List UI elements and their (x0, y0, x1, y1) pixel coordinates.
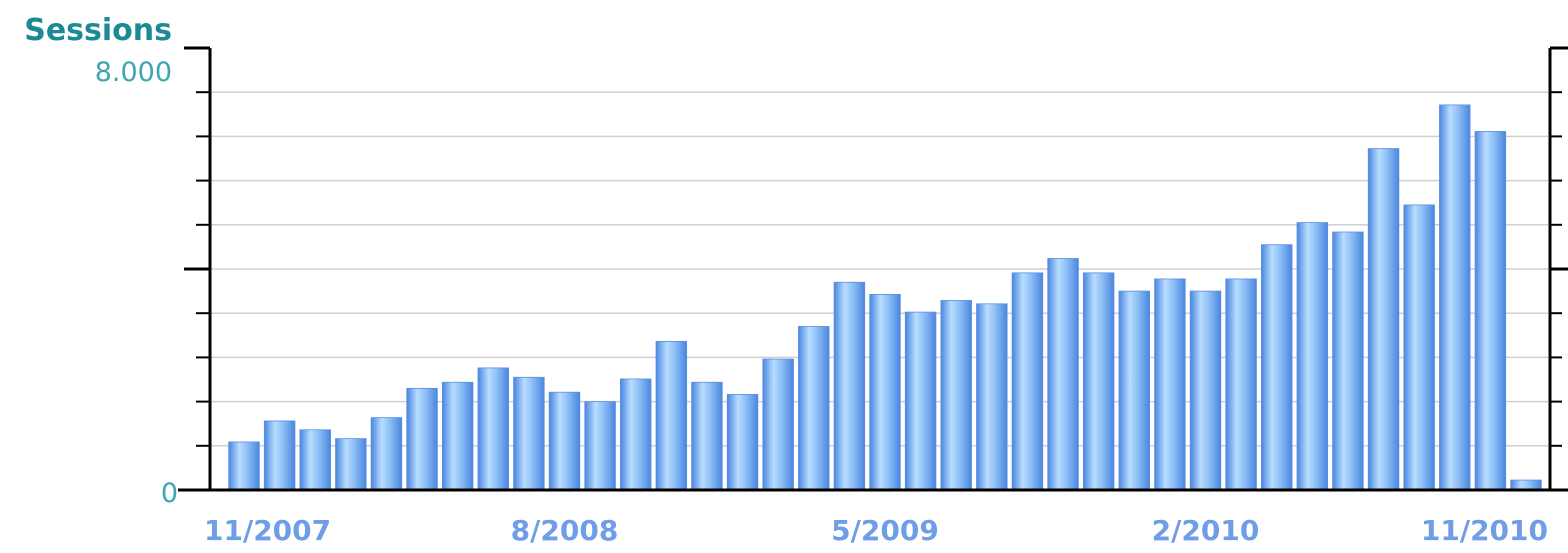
bar (1011, 272, 1044, 491)
bar (691, 381, 723, 491)
bar (1225, 278, 1257, 491)
bar (441, 381, 474, 491)
bar (762, 358, 794, 491)
bar (1154, 278, 1186, 491)
bar (1332, 231, 1364, 491)
bar (869, 294, 901, 491)
bar (1261, 244, 1293, 491)
bar (1189, 290, 1222, 491)
bar (1082, 272, 1115, 491)
y-axis-label: Sessions (24, 13, 172, 48)
y-tick-label-max: 8.000 (95, 57, 172, 88)
x-tick-labels: 11/2007 8/2008 5/2009 2/2010 11/2010 (204, 514, 1548, 547)
x-tick-label: 5/2009 (831, 514, 939, 547)
axes (178, 46, 1568, 492)
bar (940, 300, 972, 491)
x-tick-label: 11/2007 (204, 514, 331, 547)
bar (1474, 131, 1507, 491)
bar (1118, 290, 1150, 491)
bar (1296, 222, 1329, 491)
bar (548, 391, 581, 491)
bar (263, 420, 296, 491)
bar (620, 378, 652, 491)
y-tick-label-zero: 0 (161, 478, 178, 509)
bar (1403, 204, 1435, 491)
bar (477, 367, 509, 491)
bar (513, 376, 545, 491)
bar (335, 438, 367, 491)
bar (976, 303, 1008, 491)
bar (726, 394, 759, 491)
bar (833, 281, 866, 491)
x-tick-label: 8/2008 (511, 514, 619, 547)
x-tick-label: 11/2010 (1421, 514, 1548, 547)
bars (228, 104, 1542, 491)
bar (904, 311, 937, 491)
bar (584, 401, 616, 491)
bar (1367, 148, 1400, 491)
bar (798, 326, 830, 491)
bar (1439, 104, 1471, 491)
bar (655, 340, 688, 491)
bar (1047, 258, 1079, 491)
bar (370, 417, 403, 491)
x-tick-label: 2/2010 (1152, 514, 1260, 547)
bar (406, 387, 438, 491)
bar (228, 441, 260, 491)
bar (299, 429, 331, 491)
